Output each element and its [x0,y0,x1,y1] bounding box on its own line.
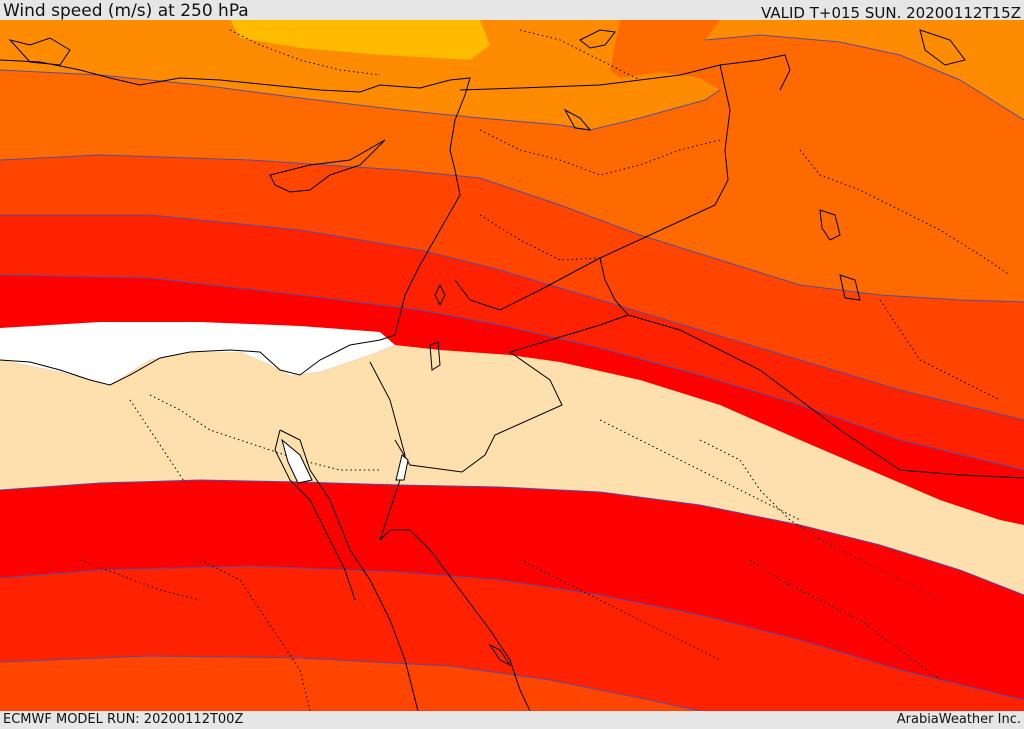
band-orange-light-east [705,20,1024,120]
admin-boundaries [79,29,1011,711]
valid-time-label: VALID T+015 SUN. 20200112T15Z [761,4,1021,22]
isotach-contours [0,34,1024,711]
header-bar: Wind speed (m/s) at 250 hPa VALID T+015 … [0,0,1024,22]
band-white [0,322,395,385]
coastlines [0,29,966,711]
band-orange-light [0,20,720,130]
footer-bar [0,711,1024,729]
wind-speed-map [0,20,1024,711]
gulf-of-aqaba [395,454,409,481]
credit-label: ArabiaWeather Inc. [896,712,1021,727]
band-pale [0,345,1024,595]
country-borders [369,54,1024,479]
band-amber [230,20,490,60]
band-orange-red-south [0,656,700,711]
gulf-of-suez [281,438,313,484]
model-run-label: ECMWF MODEL RUN: 20200112T00Z [3,712,244,727]
map-title: Wind speed (m/s) at 250 hPa [3,1,249,21]
